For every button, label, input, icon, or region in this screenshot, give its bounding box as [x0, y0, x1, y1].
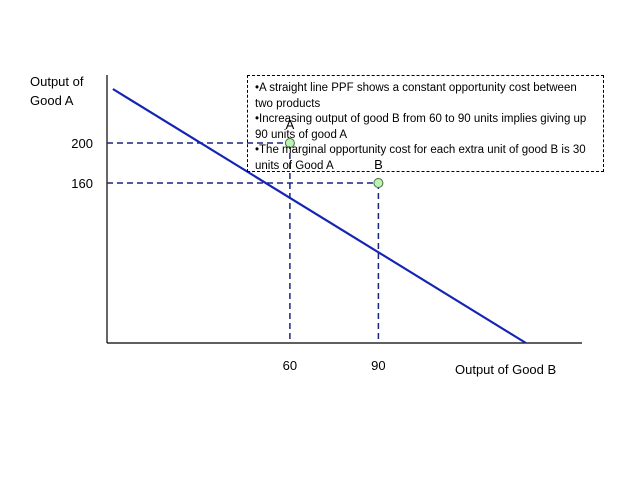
point-a — [284, 138, 295, 148]
y-axis-label: Output of Good A — [30, 74, 84, 108]
annotation-1: •A straight line PPF shows a constant op… — [255, 82, 577, 110]
point-b — [373, 178, 384, 188]
x-axis-label: Output of Good B — [455, 362, 557, 377]
x-tick-label-60: 60 — [283, 358, 297, 373]
x-tick-label-90: 90 — [371, 358, 385, 373]
annotation-3: •The marginal opportunity cost for each … — [255, 144, 586, 172]
data-points: AB — [284, 117, 384, 188]
annotation-2: •Increasing output of good B from 60 to … — [255, 113, 587, 141]
y-tick-label-200: 200 — [71, 136, 93, 151]
point-label-a: A — [286, 117, 295, 132]
tick-labels: 60 90 200 160 — [71, 136, 385, 373]
point-label-b: B — [374, 157, 383, 172]
ppf-line-group — [112, 88, 527, 344]
guide-lines — [107, 142, 380, 343]
ppf-line — [112, 88, 527, 344]
annotation-box: •A straight line PPF shows a constant op… — [247, 75, 604, 172]
y-tick-label-160: 160 — [71, 176, 93, 191]
chart-axes — [106, 75, 582, 344]
